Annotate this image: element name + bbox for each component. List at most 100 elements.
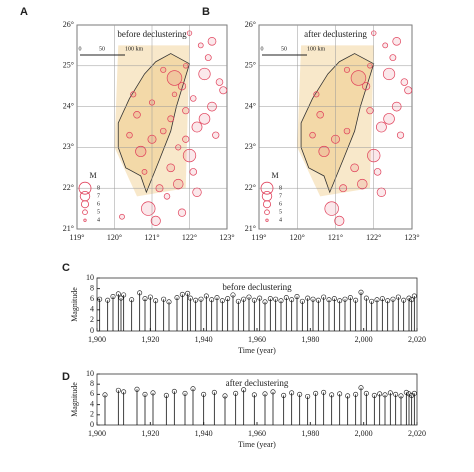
- x-tick-label: 119°: [70, 233, 85, 242]
- x-tick-label: 1,900: [88, 429, 106, 438]
- stem-head: [187, 295, 193, 301]
- stem-head: [353, 391, 359, 397]
- stem-head: [363, 295, 369, 301]
- stem-head: [115, 291, 121, 297]
- earthquake: [376, 187, 387, 197]
- earthquake: [198, 67, 211, 81]
- stem-head: [134, 386, 140, 392]
- y-tick-label: 25°: [63, 61, 74, 70]
- stem-head: [262, 299, 268, 305]
- stem-head: [406, 295, 412, 301]
- stem-head: [398, 393, 404, 399]
- x-tick-label: 2,020: [408, 335, 426, 344]
- earthquake: [155, 184, 164, 193]
- earthquake: [191, 121, 203, 133]
- stem-head: [161, 296, 167, 302]
- earthquake: [126, 131, 133, 139]
- earthquake: [367, 63, 373, 69]
- stem-head: [353, 297, 359, 303]
- legend-label: 7: [97, 194, 100, 200]
- earthquake: [160, 66, 167, 73]
- stem-head: [97, 296, 103, 302]
- y-tick-label: 21°: [245, 224, 256, 233]
- earthquake: [334, 215, 345, 226]
- earthquake: [204, 54, 212, 62]
- y-tick-label: 6: [90, 389, 94, 398]
- scale-label: 100 km: [307, 46, 326, 52]
- x-tick-label: 1,900: [88, 335, 106, 344]
- legend-symbol: [260, 181, 274, 195]
- panel-label: D: [62, 371, 70, 383]
- earthquake: [309, 131, 316, 139]
- legend-label: 5: [279, 210, 282, 216]
- stem-head: [385, 298, 391, 304]
- y-tick-label: 0: [90, 420, 94, 429]
- x-tick-label: 1,980: [301, 429, 319, 438]
- stem-head: [281, 392, 287, 398]
- y-tick-label: 0: [90, 326, 94, 335]
- legend-symbol: [264, 209, 270, 216]
- stem-head: [401, 297, 407, 303]
- stem-head: [198, 296, 204, 302]
- stem-head: [297, 391, 303, 397]
- stem-head: [233, 390, 239, 396]
- y-tick-label: 10: [86, 273, 94, 282]
- legend-title: M: [89, 171, 96, 180]
- stem-head: [137, 290, 143, 296]
- x-tick-label: 120°: [290, 233, 305, 242]
- legend-label: 7: [279, 194, 282, 200]
- stem-head: [337, 391, 343, 397]
- earthquake: [166, 70, 183, 86]
- earthquake: [376, 121, 387, 133]
- earthquake: [190, 95, 197, 102]
- stem-head: [305, 393, 311, 399]
- earthquake: [361, 82, 371, 91]
- stem-head: [166, 299, 172, 305]
- stem-head: [390, 296, 396, 302]
- earthquake: [173, 178, 184, 190]
- y-tick-label: 24°: [63, 101, 74, 110]
- stem-head: [219, 298, 225, 304]
- plot-annotation: after declustering: [226, 378, 289, 388]
- x-tick-label: 1,960: [248, 335, 266, 344]
- earthquake: [160, 127, 167, 135]
- earthquake: [350, 163, 359, 173]
- earthquake: [130, 91, 137, 98]
- stem-head: [283, 295, 289, 301]
- y-tick-label: 22°: [63, 183, 74, 192]
- y-tick-label: 21°: [63, 224, 74, 233]
- legend-symbol: [261, 190, 273, 202]
- stem-head: [329, 392, 335, 398]
- legend-label: 4: [97, 218, 100, 224]
- y-tick-label: 8: [90, 379, 94, 388]
- earthquake: [197, 42, 204, 49]
- stem-head: [150, 390, 156, 396]
- earthquake: [373, 168, 382, 176]
- earthquake: [404, 86, 413, 95]
- earthquake: [163, 193, 171, 200]
- stem-head: [411, 293, 417, 299]
- earthquake: [396, 131, 405, 139]
- stem-head: [209, 297, 215, 303]
- x-tick-label: 119°: [252, 233, 267, 242]
- plot-frame: [96, 373, 418, 426]
- panel-title: before declustering: [117, 29, 187, 39]
- x-tick-label: 2,000: [355, 429, 373, 438]
- stem-head: [358, 289, 364, 295]
- stem-head: [347, 295, 353, 301]
- stem-head: [203, 293, 209, 299]
- earthquake: [382, 67, 396, 81]
- stem-head: [230, 292, 236, 298]
- stem-head: [115, 387, 121, 393]
- y-tick-label: 6: [90, 294, 94, 303]
- earthquake: [371, 30, 377, 36]
- x-axis-label: Time (year): [238, 346, 276, 355]
- stem-head: [163, 392, 169, 398]
- stem-head: [395, 294, 401, 300]
- legend-label: 8: [97, 186, 100, 192]
- stem-head: [179, 291, 185, 297]
- stem-head: [313, 390, 319, 396]
- stem-head: [118, 295, 124, 301]
- stem-head: [358, 385, 364, 391]
- stem-head: [273, 296, 279, 302]
